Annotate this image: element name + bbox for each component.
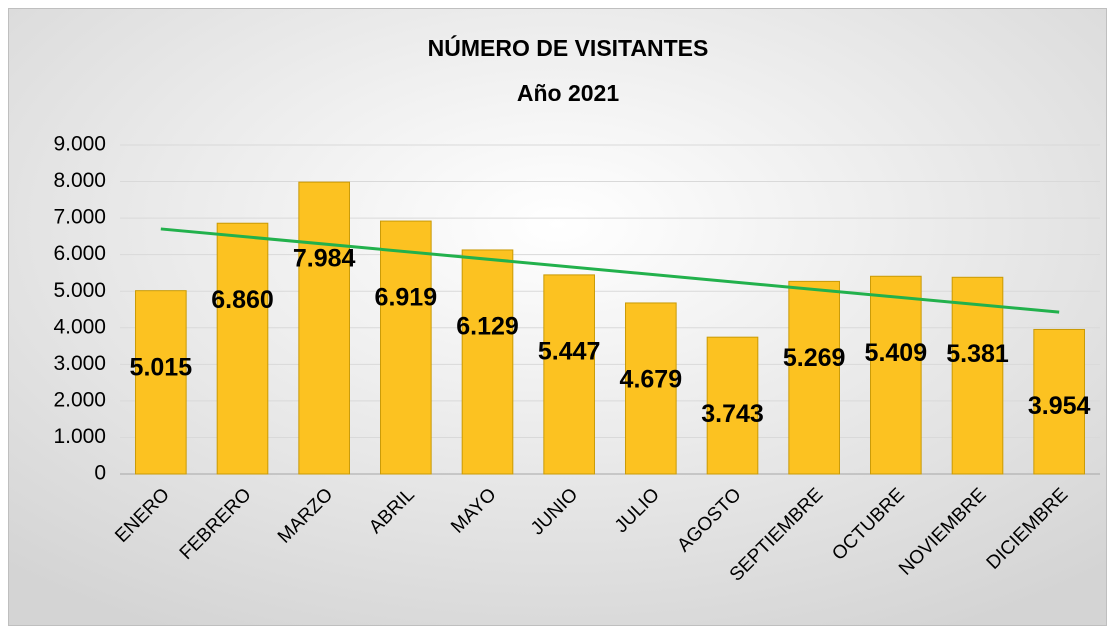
bar <box>380 220 432 475</box>
chart-subtitle: Año 2021 <box>517 80 619 106</box>
data-label: 6.919 <box>375 284 438 312</box>
bar <box>543 274 595 475</box>
y-tick-label: 5.000 <box>53 279 106 302</box>
y-tick-label: 7.000 <box>53 206 106 229</box>
data-label: 5.269 <box>783 344 846 372</box>
bar <box>461 249 514 475</box>
y-tick-label: 0 <box>94 462 106 485</box>
y-tick-label: 8.000 <box>53 169 106 192</box>
data-label: 3.954 <box>1028 392 1091 420</box>
y-tick-label: 1.000 <box>53 425 106 448</box>
bar <box>135 290 187 475</box>
bar <box>870 275 922 475</box>
bar <box>1033 328 1085 475</box>
data-label: 6.129 <box>456 313 519 341</box>
data-label: 3.743 <box>701 400 764 428</box>
y-tick-label: 6.000 <box>53 242 106 265</box>
data-label: 4.679 <box>620 366 683 394</box>
y-tick-label: 9.000 <box>53 133 106 156</box>
y-tick-label: 4.000 <box>53 315 106 338</box>
data-label: 5.409 <box>865 339 928 367</box>
data-label: 5.447 <box>538 337 601 365</box>
chart-title: NÚMERO DE VISITANTES <box>428 34 709 61</box>
data-label: 7.984 <box>293 245 356 273</box>
data-label: 6.860 <box>211 286 274 314</box>
y-tick-label: 2.000 <box>53 388 106 411</box>
bar <box>625 302 677 475</box>
bar <box>216 222 269 475</box>
data-label: 5.015 <box>130 353 193 381</box>
bar <box>706 336 759 475</box>
data-label: 5.381 <box>946 340 1009 368</box>
trendline <box>160 227 1060 314</box>
bar <box>788 280 840 475</box>
bar <box>951 276 1004 475</box>
y-tick-label: 3.000 <box>53 352 106 375</box>
bar <box>298 181 350 475</box>
